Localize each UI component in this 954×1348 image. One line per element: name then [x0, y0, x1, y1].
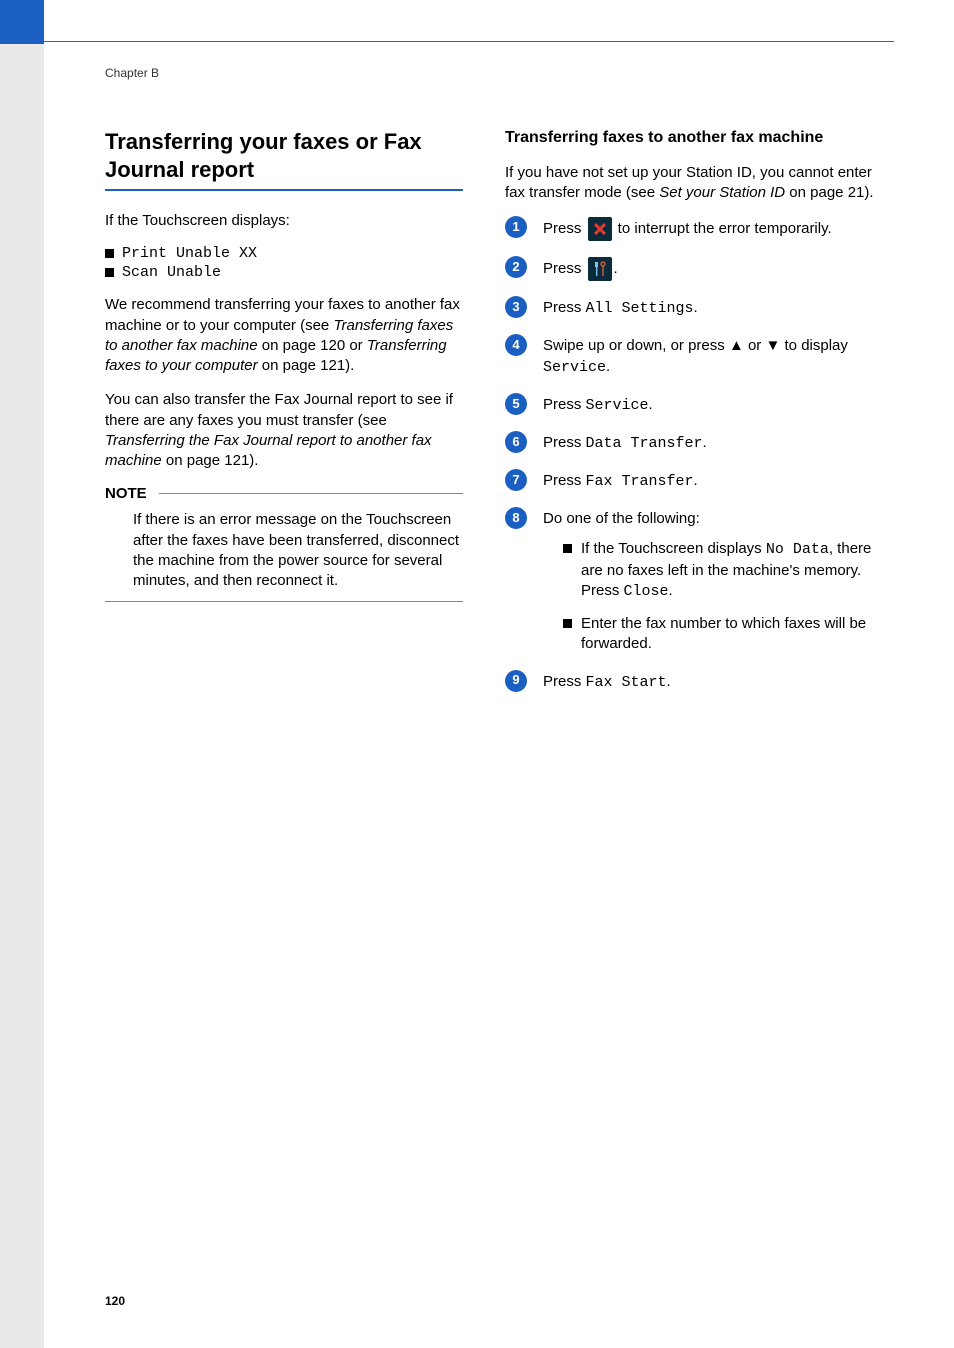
text: . — [669, 582, 673, 599]
error-item: Scan Unable — [105, 264, 463, 281]
corner-tab — [0, 0, 44, 44]
text: . — [649, 396, 653, 413]
text: on page 121). — [258, 357, 355, 374]
step-9: Press Fax Start. — [505, 671, 894, 693]
step-3: Press All Settings. — [505, 297, 894, 319]
text: . — [703, 434, 707, 451]
cancel-icon — [588, 217, 612, 241]
text: Swipe up or down, or press — [543, 337, 729, 354]
section-heading: Transferring your faxes or Fax Journal r… — [105, 128, 463, 183]
ui-label: Fax Transfer — [586, 473, 694, 490]
text: on page 21). — [785, 184, 873, 201]
text: . — [694, 472, 698, 489]
step-8: Do one of the following: If the Touchscr… — [505, 508, 894, 654]
note-end-rule — [105, 601, 463, 602]
text: Press — [543, 673, 586, 690]
text: on page 120 or — [258, 337, 367, 354]
note-header: NOTE — [105, 485, 463, 502]
side-strip — [0, 44, 44, 1348]
steps-list: Press to interrupt the error temporarily… — [505, 217, 894, 692]
subheading: Transferring faxes to another fax machin… — [505, 128, 894, 149]
note-label: NOTE — [105, 485, 155, 502]
text: Press — [543, 472, 586, 489]
right-column: Transferring faxes to another fax machin… — [505, 128, 894, 709]
step-7: Press Fax Transfer. — [505, 470, 894, 492]
ui-label: Service — [586, 397, 649, 414]
content-area: Chapter B Transferring your faxes or Fax… — [105, 66, 894, 709]
intro-paragraph: If you have not set up your Station ID, … — [505, 163, 894, 204]
heading-rule — [105, 189, 463, 191]
step-1: Press to interrupt the error temporarily… — [505, 217, 894, 241]
step-4: Swipe up or down, or press ▲ or ▼ to dis… — [505, 335, 894, 378]
error-code: Scan Unable — [122, 264, 221, 281]
text: . — [606, 358, 610, 375]
text: to interrupt the error temporarily. — [614, 220, 832, 237]
intro-text: If the Touchscreen displays: — [105, 211, 463, 231]
text: You can also transfer the Fax Journal re… — [105, 391, 453, 428]
text: If the Touchscreen displays — [581, 540, 766, 557]
text: . — [667, 673, 671, 690]
text: . — [694, 299, 698, 316]
step-6: Press Data Transfer. — [505, 432, 894, 454]
text: Enter the fax number to which faxes will… — [581, 615, 866, 652]
ui-label: Data Transfer — [586, 435, 703, 452]
sub-bullet-item: Enter the fax number to which faxes will… — [563, 614, 894, 655]
note-rule — [159, 493, 463, 494]
sub-bullet-list: If the Touchscreen displays No Data, the… — [543, 539, 894, 654]
ui-label: Fax Start — [586, 674, 667, 691]
step-2: Press . — [505, 257, 894, 281]
ui-label: All Settings — [586, 300, 694, 317]
page: Chapter B Transferring your faxes or Fax… — [0, 0, 954, 1348]
text: or — [744, 337, 766, 354]
ui-label: Close — [624, 583, 669, 600]
text: Press — [543, 260, 586, 277]
text: . — [614, 260, 618, 277]
sub-bullet-item: If the Touchscreen displays No Data, the… — [563, 539, 894, 602]
text: Press — [543, 434, 586, 451]
xref-link[interactable]: Transferring the Fax Journal report to a… — [105, 432, 432, 469]
journal-paragraph: You can also transfer the Fax Journal re… — [105, 390, 463, 471]
square-bullet-icon — [105, 249, 114, 258]
text: Do one of the following: — [543, 510, 700, 527]
chapter-label: Chapter B — [105, 66, 894, 80]
text: to display — [780, 337, 848, 354]
text: on page 121). — [162, 452, 259, 469]
error-item: Print Unable XX — [105, 245, 463, 262]
columns: Transferring your faxes or Fax Journal r… — [105, 128, 894, 709]
ui-label: No Data — [766, 541, 829, 558]
step-5: Press Service. — [505, 394, 894, 416]
page-number: 120 — [105, 1294, 125, 1308]
error-code: Print Unable XX — [122, 245, 257, 262]
down-arrow-icon: ▼ — [765, 337, 780, 354]
text: Press — [543, 396, 586, 413]
tools-icon — [588, 257, 612, 281]
text: Press — [543, 299, 586, 316]
ui-label: Service — [543, 359, 606, 376]
square-bullet-icon — [105, 268, 114, 277]
recommend-paragraph: We recommend transferring your faxes to … — [105, 295, 463, 376]
note-body: If there is an error message on the Touc… — [105, 510, 463, 591]
error-list: Print Unable XX Scan Unable — [105, 245, 463, 281]
text: Press — [543, 220, 586, 237]
header-rule — [44, 41, 894, 42]
up-arrow-icon: ▲ — [729, 337, 744, 354]
left-column: Transferring your faxes or Fax Journal r… — [105, 128, 463, 709]
xref-link[interactable]: Set your Station ID — [659, 184, 785, 201]
